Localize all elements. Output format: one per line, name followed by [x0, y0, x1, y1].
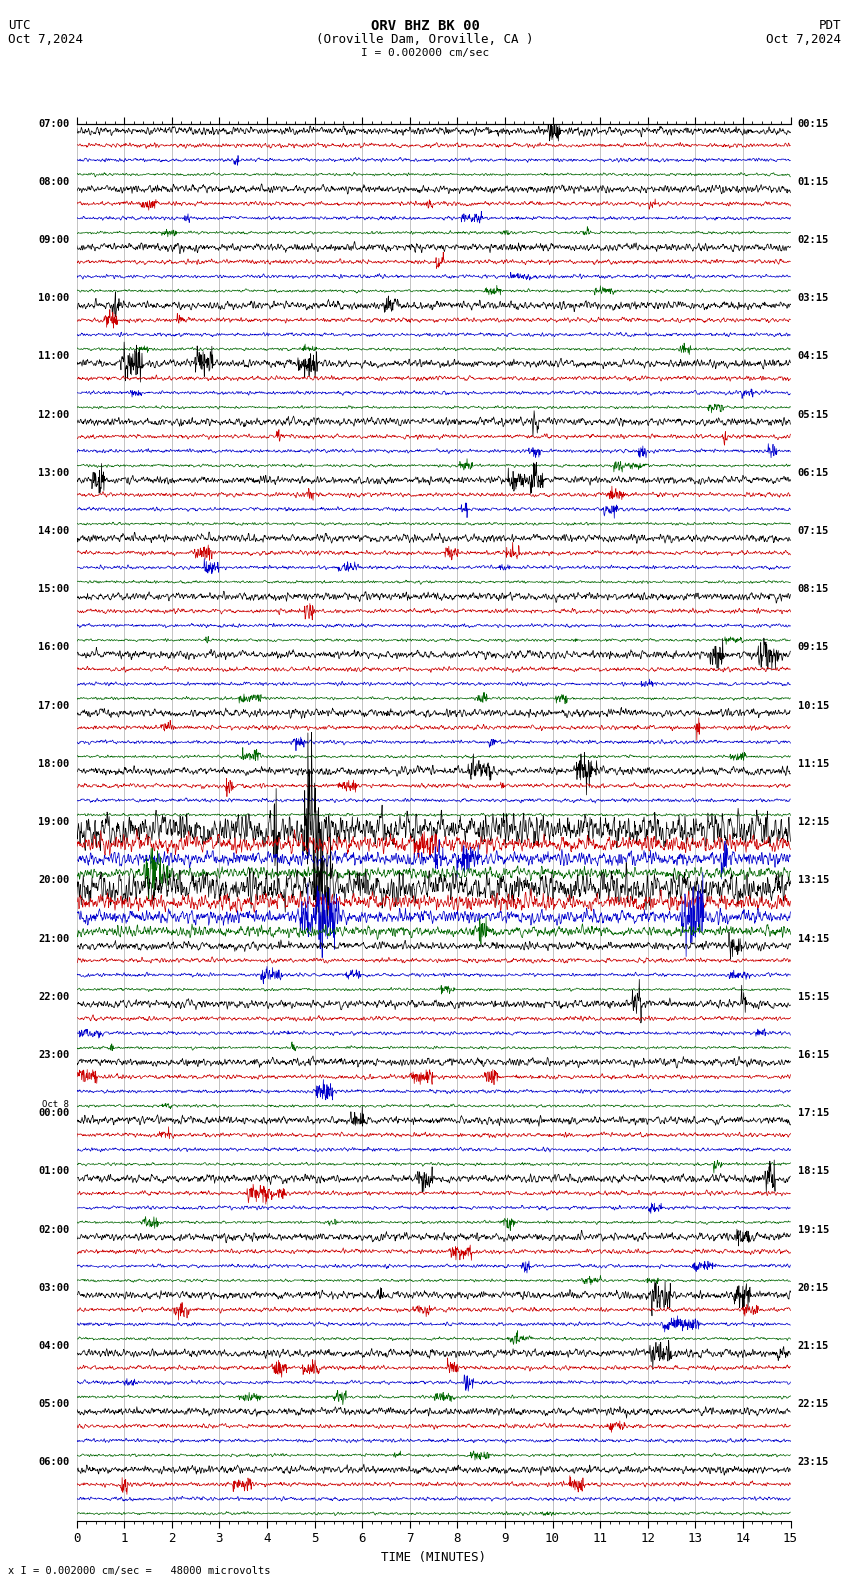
Text: 21:15: 21:15 — [797, 1342, 829, 1351]
Text: Oct 7,2024: Oct 7,2024 — [767, 33, 842, 46]
Text: (Oroville Dam, Oroville, CA ): (Oroville Dam, Oroville, CA ) — [316, 33, 534, 46]
Text: 09:15: 09:15 — [797, 643, 829, 653]
Text: 06:15: 06:15 — [797, 467, 829, 478]
Text: 17:15: 17:15 — [797, 1109, 829, 1118]
Text: 04:00: 04:00 — [38, 1342, 70, 1351]
Text: 17:00: 17:00 — [38, 700, 70, 711]
Text: ORV BHZ BK 00: ORV BHZ BK 00 — [371, 19, 479, 33]
Text: 05:00: 05:00 — [38, 1399, 70, 1410]
Text: 01:00: 01:00 — [38, 1166, 70, 1177]
Text: Oct 7,2024: Oct 7,2024 — [8, 33, 83, 46]
Text: 07:00: 07:00 — [38, 119, 70, 128]
Text: 19:15: 19:15 — [797, 1224, 829, 1234]
Text: 10:00: 10:00 — [38, 293, 70, 303]
Text: PDT: PDT — [819, 19, 842, 32]
Text: 00:15: 00:15 — [797, 119, 829, 128]
Text: 23:00: 23:00 — [38, 1050, 70, 1060]
Text: 02:15: 02:15 — [797, 234, 829, 246]
Text: UTC: UTC — [8, 19, 31, 32]
Text: 03:15: 03:15 — [797, 293, 829, 303]
Text: 19:00: 19:00 — [38, 817, 70, 827]
Text: 22:15: 22:15 — [797, 1399, 829, 1410]
Text: 11:15: 11:15 — [797, 759, 829, 768]
Text: 12:15: 12:15 — [797, 817, 829, 827]
Text: Oct 8: Oct 8 — [42, 1099, 70, 1109]
Text: 00:00: 00:00 — [38, 1109, 70, 1118]
Text: 20:15: 20:15 — [797, 1283, 829, 1293]
Text: 21:00: 21:00 — [38, 933, 70, 944]
Text: 23:15: 23:15 — [797, 1457, 829, 1467]
Text: 04:15: 04:15 — [797, 352, 829, 361]
Text: 05:15: 05:15 — [797, 410, 829, 420]
Text: x I = 0.002000 cm/sec =   48000 microvolts: x I = 0.002000 cm/sec = 48000 microvolts — [8, 1567, 271, 1576]
Text: 18:15: 18:15 — [797, 1166, 829, 1177]
Text: 11:00: 11:00 — [38, 352, 70, 361]
Text: 03:00: 03:00 — [38, 1283, 70, 1293]
Text: 22:00: 22:00 — [38, 992, 70, 1001]
Text: 13:00: 13:00 — [38, 467, 70, 478]
Text: 16:00: 16:00 — [38, 643, 70, 653]
Text: 12:00: 12:00 — [38, 410, 70, 420]
Text: 15:00: 15:00 — [38, 584, 70, 594]
Text: I = 0.002000 cm/sec: I = 0.002000 cm/sec — [361, 48, 489, 57]
Text: 13:15: 13:15 — [797, 876, 829, 885]
Text: 01:15: 01:15 — [797, 177, 829, 187]
Text: 06:00: 06:00 — [38, 1457, 70, 1467]
Text: 18:00: 18:00 — [38, 759, 70, 768]
Text: 07:15: 07:15 — [797, 526, 829, 535]
Text: 15:15: 15:15 — [797, 992, 829, 1001]
Text: 08:00: 08:00 — [38, 177, 70, 187]
Text: 14:15: 14:15 — [797, 933, 829, 944]
Text: 02:00: 02:00 — [38, 1224, 70, 1234]
Text: 20:00: 20:00 — [38, 876, 70, 885]
X-axis label: TIME (MINUTES): TIME (MINUTES) — [381, 1551, 486, 1563]
Text: 10:15: 10:15 — [797, 700, 829, 711]
Text: 14:00: 14:00 — [38, 526, 70, 535]
Text: 08:15: 08:15 — [797, 584, 829, 594]
Text: 09:00: 09:00 — [38, 234, 70, 246]
Text: 16:15: 16:15 — [797, 1050, 829, 1060]
